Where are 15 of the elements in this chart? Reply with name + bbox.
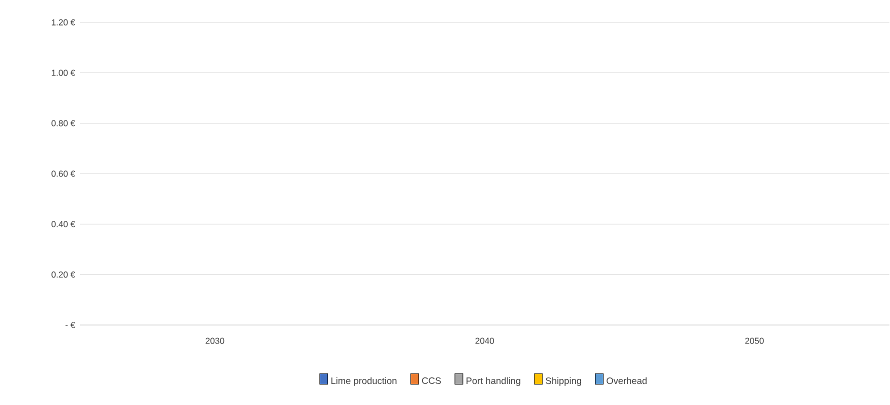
y-tick-label: 0.20 € xyxy=(52,271,76,278)
y-tick-label: 1.00 € xyxy=(52,70,76,76)
y-tick-label: 0.40 € xyxy=(52,221,76,228)
legend-label: CCS xyxy=(422,377,441,384)
x-tick-label: 2040 xyxy=(475,338,494,344)
legend-label: Lime production xyxy=(331,377,396,386)
y-tick-label: 1.20 € xyxy=(52,19,76,26)
x-tick-label: 2030 xyxy=(206,338,224,344)
y-tick-label: 0.80 € xyxy=(52,120,76,126)
x-tick-label: 2050 xyxy=(745,338,764,344)
legend-label: Overhead xyxy=(606,377,647,384)
y-tick-label: - € xyxy=(66,322,76,328)
legend-label: Shipping xyxy=(546,377,582,386)
legend-label: Port handling xyxy=(466,377,520,386)
y-tick-label: 0.60 € xyxy=(52,170,76,177)
